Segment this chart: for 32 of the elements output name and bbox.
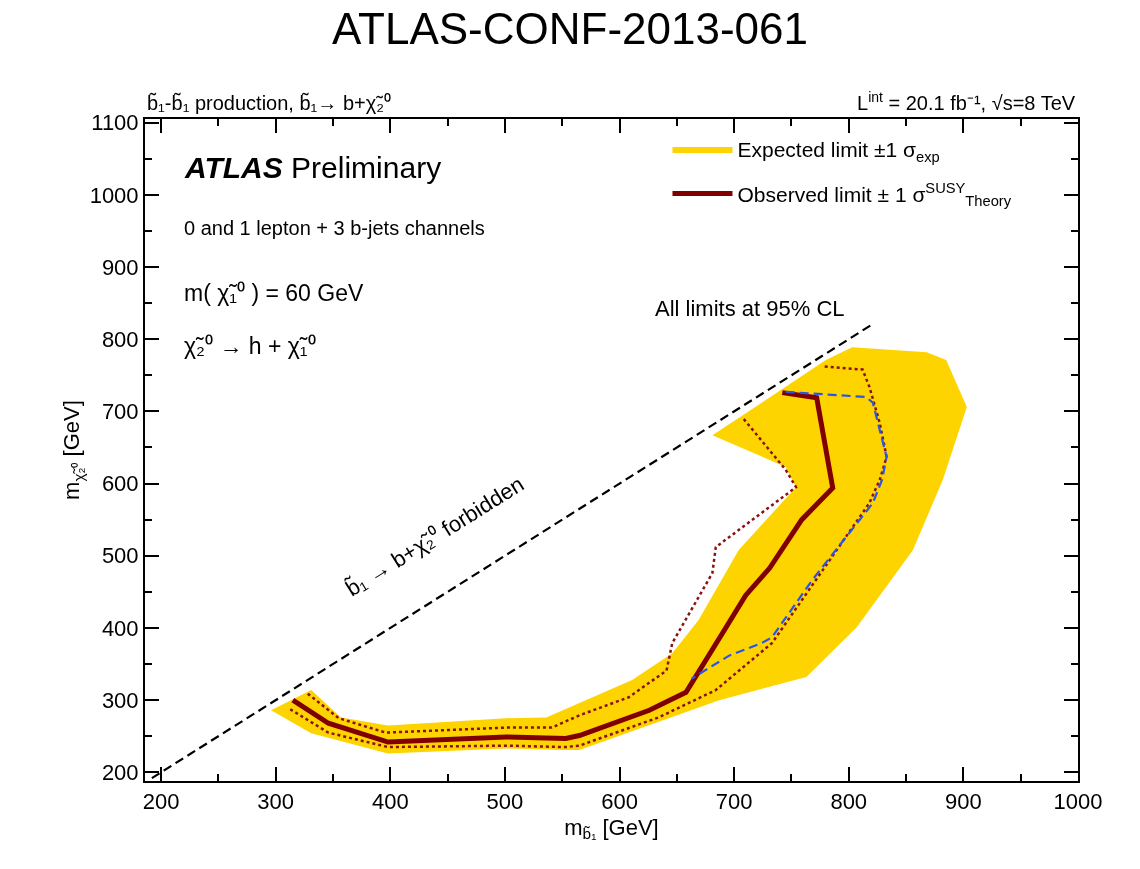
x-tick-label: 900 xyxy=(945,789,982,815)
x-tick-label: 800 xyxy=(830,789,868,815)
annotation: m( χ̃₁⁰ ) = 60 GeV xyxy=(184,280,364,306)
y-tick-label: 400 xyxy=(101,615,139,641)
line-series xyxy=(287,365,888,749)
y-tick-label: 200 xyxy=(101,760,139,786)
x-tick-label: 300 xyxy=(257,789,295,815)
chart-subtitle: b̃₁-b̃₁ production, b̃₁→ b+χ̃₂⁰ xyxy=(147,92,391,115)
x-tick-label: 600 xyxy=(601,789,638,815)
text: L$^{int}$ = 20.1 fb⁻¹, √s=8 TeV xyxy=(857,89,1076,115)
y-tick-label: 1000 xyxy=(89,182,139,208)
y-tick-label: 300 xyxy=(101,687,139,713)
x-tick-label: 200 xyxy=(142,789,180,815)
legend-label: Expected limit ±1 σ$_{exp}$ xyxy=(737,138,940,165)
annotation: χ̃₂⁰ → h + χ̃₁⁰ xyxy=(184,333,316,359)
x-tick-label: 1000 xyxy=(1053,789,1103,815)
y-tick-label: 900 xyxy=(101,254,139,280)
line-series xyxy=(306,415,798,734)
x-tick-label: 700 xyxy=(715,789,753,815)
chart-title: ATLAS-CONF-2013-061 xyxy=(331,3,809,53)
y-tick-label: 1100 xyxy=(91,110,139,136)
annotation: ATLAS Preliminary xyxy=(184,151,442,184)
annotation: All limits at 95% CL xyxy=(655,296,845,321)
y-tick-label: 600 xyxy=(101,471,139,497)
line-series xyxy=(690,390,888,680)
y-tick-label: 500 xyxy=(101,543,139,569)
x-tick-label: 400 xyxy=(371,789,409,815)
annotation: 0 and 1 lepton + 3 b-jets channels xyxy=(184,217,485,239)
y-tick-label: 800 xyxy=(101,326,139,352)
x-tick-label: 500 xyxy=(486,789,524,815)
y-tick-label: 700 xyxy=(101,399,139,425)
x-axis-title: m$_{b̃₁}$ [GeV] xyxy=(564,814,659,843)
